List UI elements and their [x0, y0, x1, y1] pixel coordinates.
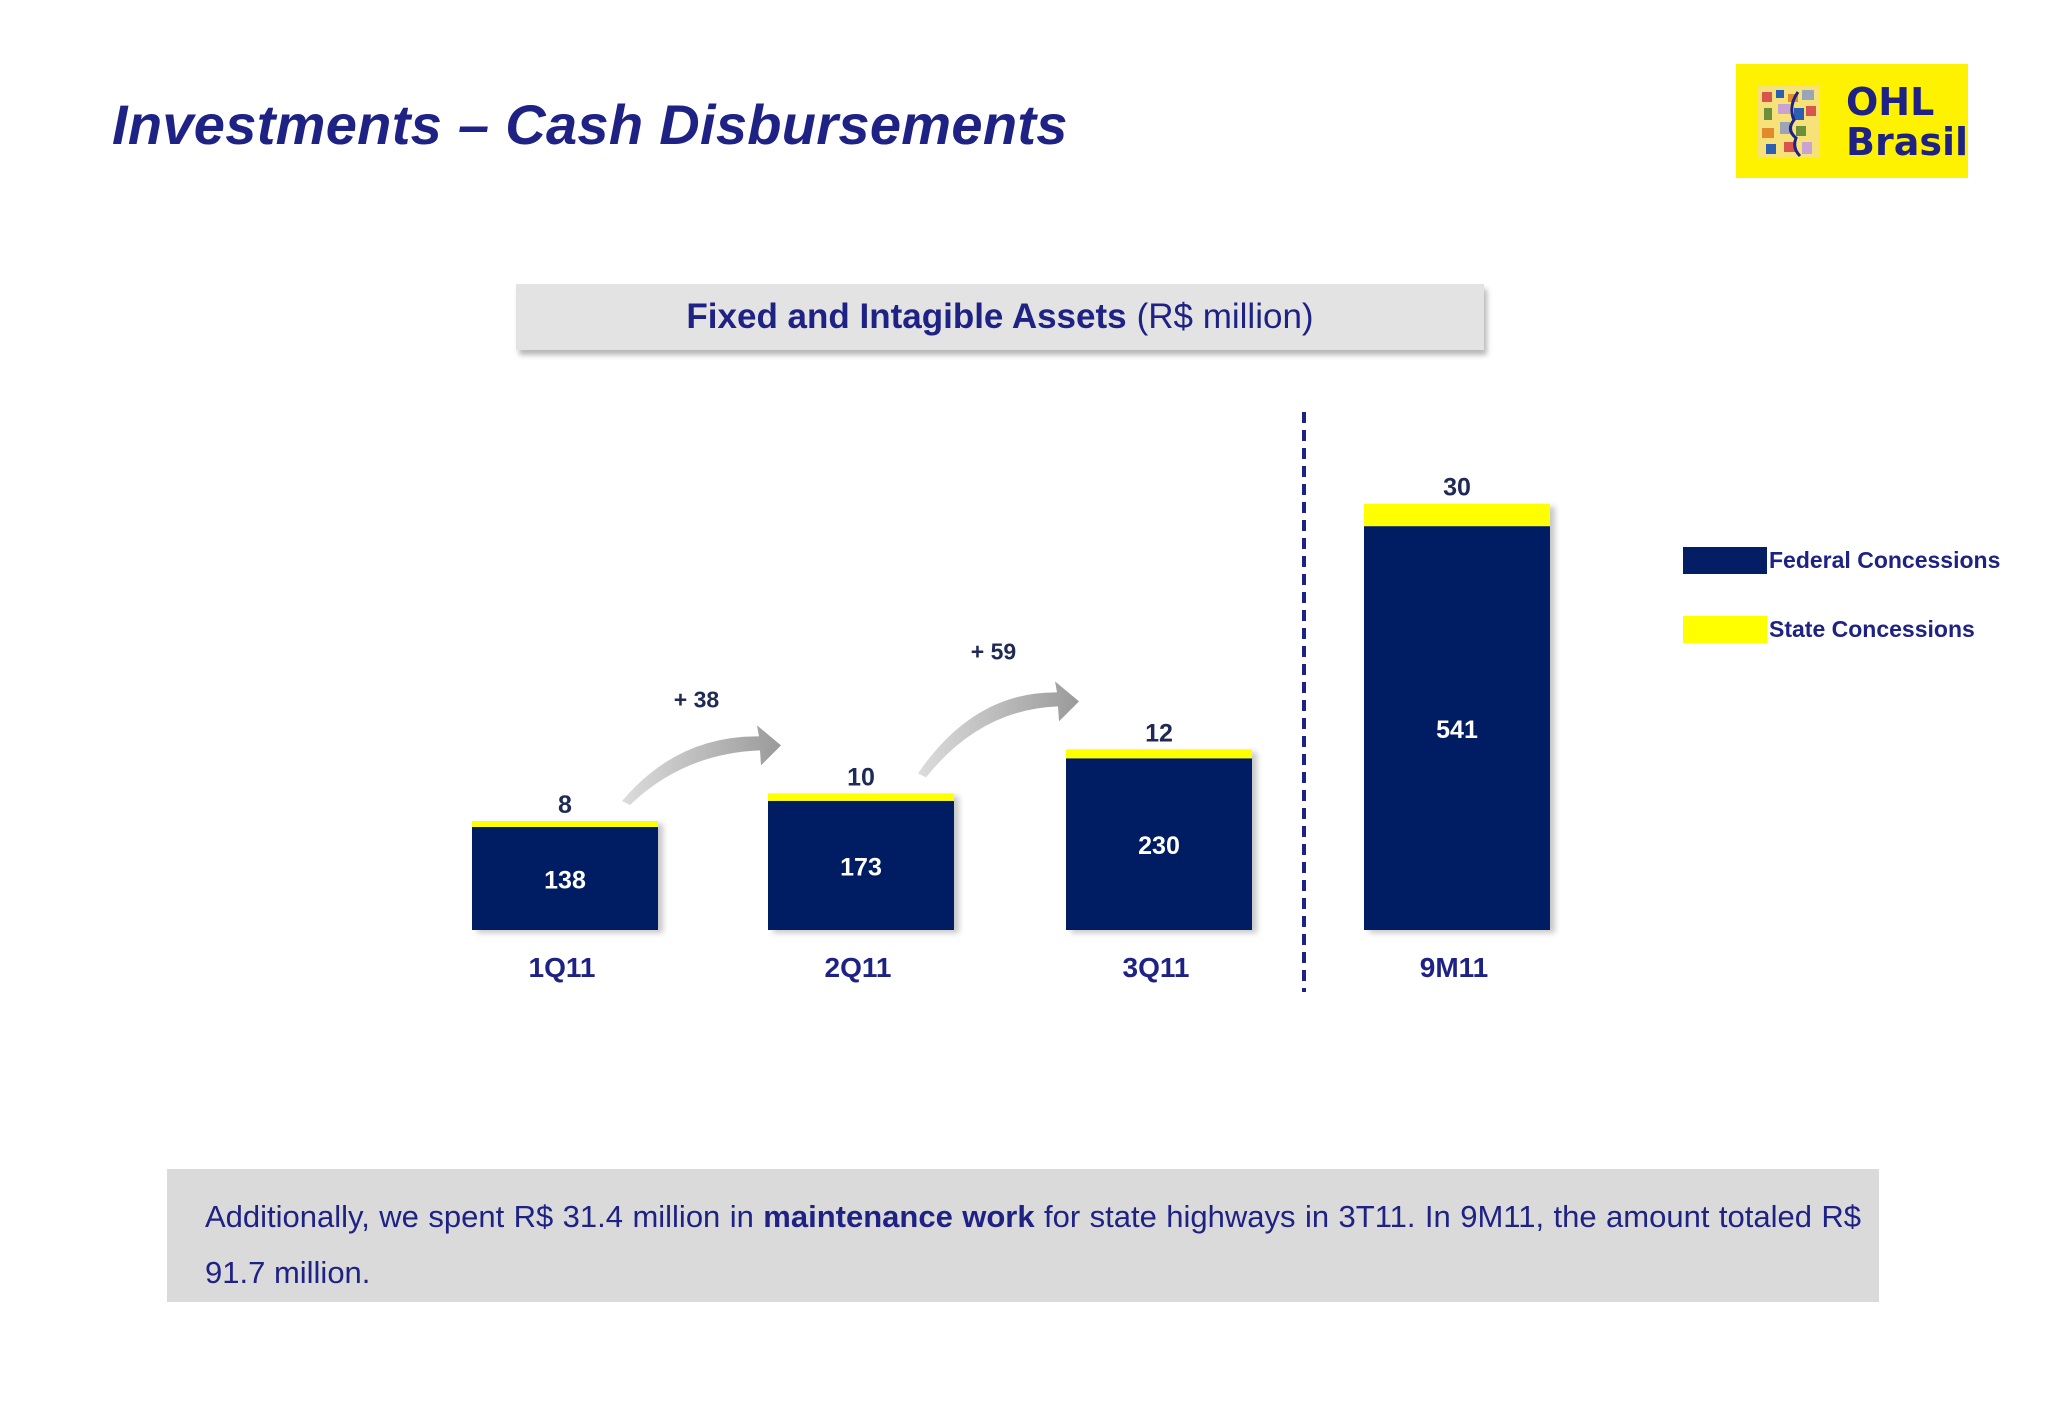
growth-arrow-1: [622, 725, 781, 806]
label-state-1q11: 8: [558, 791, 572, 819]
label-federal-9m11: 541: [1436, 716, 1478, 744]
bar-state-9m11: [1364, 503, 1550, 527]
stacked-bar-chart: + 38 + 59 138 8 1Q11 173 10 2Q11 230 12 3Q11 541 30…: [472, 412, 2000, 992]
chart-unit: (R$ million): [1136, 297, 1314, 336]
chart-title-box: Fixed and Intagible Assets (R$ million): [516, 284, 1484, 350]
growth-label-1: + 38: [674, 686, 720, 712]
label-federal-1q11: 138: [544, 866, 586, 894]
bar-federal-3q11: [1066, 758, 1252, 930]
bar-federal-1q11: [472, 826, 658, 930]
bar-state-1q11: [472, 821, 658, 827]
bar-federal-9m11: [1364, 526, 1550, 930]
legend-label-2: State Concessions: [1769, 616, 1975, 642]
ohl-brasil-logo: OHL Brasil: [1736, 64, 1968, 178]
bar-stack-1q11: [472, 821, 658, 930]
legend-swatch-1: [1683, 547, 1767, 574]
bar-state-3q11: [1066, 749, 1252, 759]
growth-arrow-2: [918, 681, 1079, 778]
face-emblem-icon: [1758, 86, 1820, 158]
label-state-9m11: 30: [1443, 474, 1471, 502]
bar-stack-3q11: [1066, 749, 1252, 930]
bar-stack-9m11: [1364, 503, 1550, 930]
logo-wordmark: OHL Brasil: [1846, 82, 1968, 162]
note-text-bold: maintenance work: [763, 1199, 1035, 1234]
legend-label-1: Federal Concessions: [1769, 547, 2000, 573]
logo-line-brasil: Brasil: [1846, 120, 1969, 164]
note-box: Additionally, we spent R$ 31.4 million i…: [167, 1169, 1879, 1302]
category-label-3q11: 3Q11: [1123, 952, 1190, 983]
label-state-3q11: 12: [1145, 719, 1173, 747]
label-federal-3q11: 230: [1138, 832, 1180, 860]
category-label-9m11: 9M11: [1420, 952, 1489, 983]
note-text: Additionally, we spent R$ 31.4 million i…: [205, 1189, 1861, 1301]
bar-stack-2q11: [768, 793, 954, 930]
bar-federal-2q11: [768, 800, 954, 930]
logo-line-ohl: OHL: [1846, 80, 1935, 124]
label-federal-2q11: 173: [840, 853, 882, 881]
legend-swatch-2: [1683, 616, 1767, 643]
note-text-part2: for state highways in 3T11. In 9M11, the…: [205, 1199, 1861, 1290]
bar-state-2q11: [768, 793, 954, 801]
note-text-part1: Additionally, we spent R$ 31.4 million i…: [205, 1199, 764, 1234]
chart-title: Fixed and Intagible Assets: [686, 297, 1127, 336]
category-label-2q11: 2Q11: [825, 952, 892, 983]
slide-title: Investments – Cash Disbursements: [112, 93, 1068, 156]
category-label-1q11: 1Q11: [529, 952, 596, 983]
label-state-2q11: 10: [847, 763, 875, 791]
growth-label-2: + 59: [971, 638, 1016, 664]
